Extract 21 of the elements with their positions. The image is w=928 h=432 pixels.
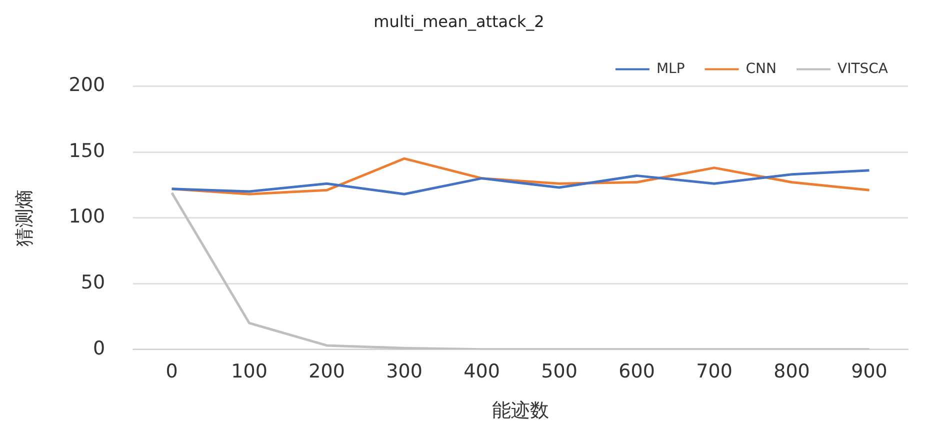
y-tick-label: 200: [68, 74, 106, 96]
x-axis-title: 能迹数: [492, 400, 550, 422]
x-tick-label: 500: [541, 360, 578, 383]
y-axis-title: 猜测熵: [13, 189, 36, 246]
y-tick-label: 0: [92, 337, 106, 360]
legend-label: MLP: [656, 60, 685, 77]
x-tick-label: 400: [464, 360, 500, 383]
y-tick-label: 150: [68, 140, 106, 162]
x-tick-label: 100: [231, 360, 268, 383]
x-tick-label: 800: [774, 360, 810, 383]
x-tick-label: 600: [618, 360, 655, 383]
y-tick-label: 50: [80, 272, 106, 294]
x-tick-label: 0: [166, 360, 178, 383]
chart-title: multi_mean_attack_2: [374, 12, 544, 31]
legend-label: VITSCA: [838, 60, 888, 77]
x-tick-label: 900: [851, 360, 888, 383]
x-tick-label: 300: [386, 360, 422, 383]
legend-label: CNN: [746, 60, 777, 77]
y-tick-label: 100: [68, 206, 106, 228]
x-tick-label: 200: [308, 360, 345, 383]
x-tick-label: 700: [696, 360, 732, 383]
